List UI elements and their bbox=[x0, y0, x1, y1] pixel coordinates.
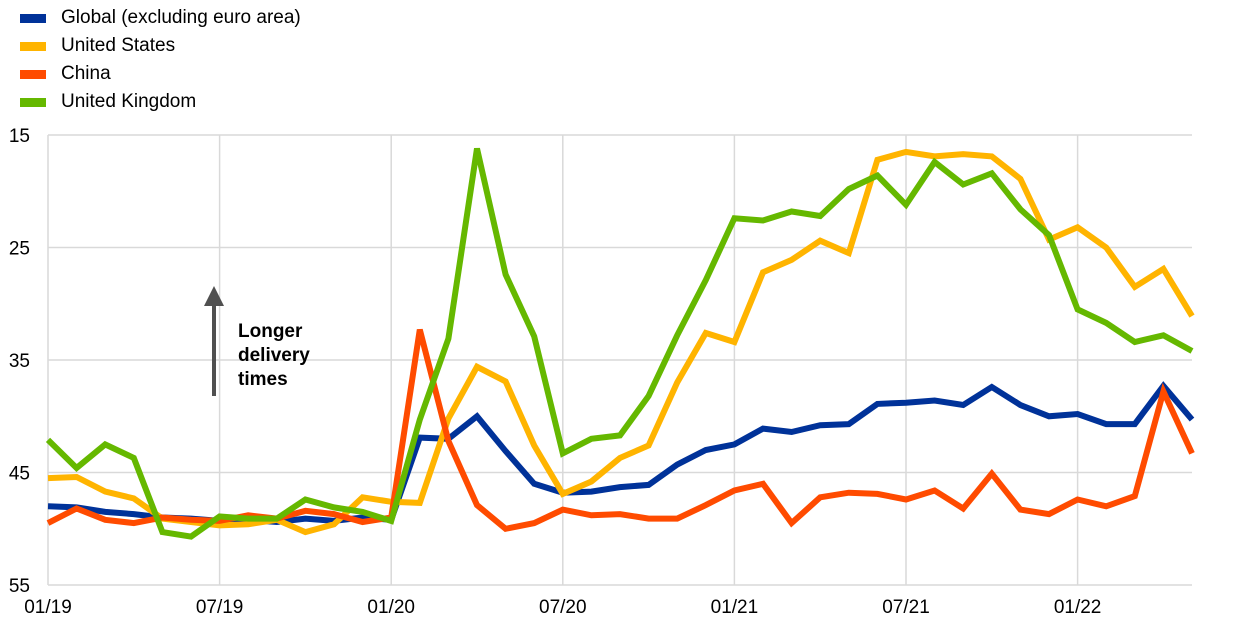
legend-item: China bbox=[20, 60, 301, 88]
y-tick-label: 35 bbox=[9, 351, 30, 372]
legend: Global (excluding euro area) United State… bbox=[20, 4, 301, 116]
x-tick-label: 07/20 bbox=[539, 597, 587, 618]
y-tick-label: 45 bbox=[9, 464, 30, 485]
legend-label: China bbox=[61, 63, 111, 84]
x-tick-label: 07/21 bbox=[882, 597, 930, 618]
legend-label: Global (excluding euro area) bbox=[61, 7, 301, 28]
legend-item: United Kingdom bbox=[20, 88, 301, 116]
annotation-text: Longer bbox=[238, 321, 303, 342]
legend-swatch bbox=[20, 41, 46, 51]
y-tick-label: 55 bbox=[9, 576, 30, 597]
legend-item: Global (excluding euro area) bbox=[20, 4, 301, 32]
x-tick-label: 01/20 bbox=[367, 597, 415, 618]
annotation-text: times bbox=[238, 369, 288, 390]
arrow-up-icon bbox=[204, 286, 224, 306]
legend-item: United States bbox=[20, 32, 301, 60]
x-tick-label: 01/21 bbox=[711, 597, 759, 618]
x-tick-label: 01/22 bbox=[1054, 597, 1102, 618]
legend-swatch bbox=[20, 13, 46, 23]
y-tick-label: 25 bbox=[9, 239, 30, 260]
x-tick-label: 01/19 bbox=[24, 597, 72, 618]
annotation-text: delivery bbox=[238, 345, 310, 366]
legend-label: United States bbox=[61, 35, 176, 56]
legend-swatch bbox=[20, 97, 46, 107]
legend-swatch bbox=[20, 69, 46, 79]
x-tick-label: 07/19 bbox=[196, 597, 244, 618]
y-tick-label: 15 bbox=[9, 126, 30, 147]
legend-label: United Kingdom bbox=[61, 91, 197, 112]
